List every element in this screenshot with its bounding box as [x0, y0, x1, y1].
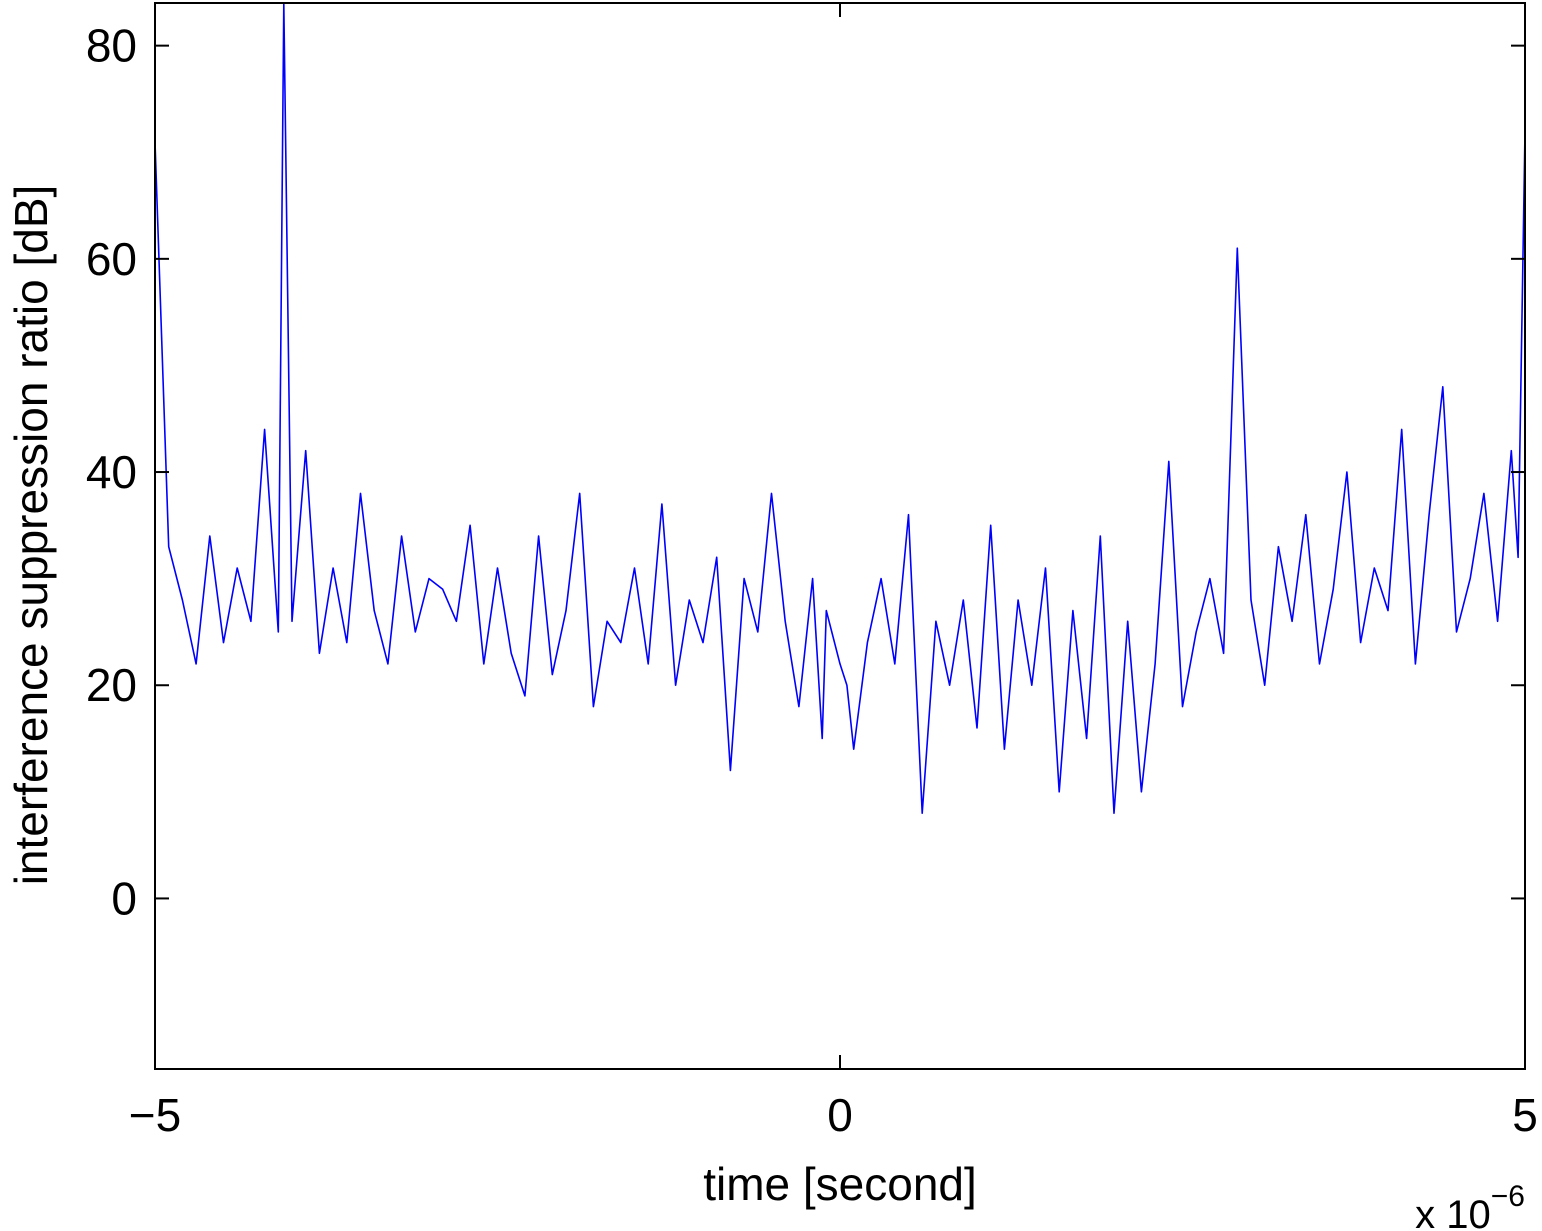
y-tick-label: 0: [111, 872, 137, 924]
ticks-layer: −5 0 5 0 20 40 60 80: [86, 3, 1538, 1141]
y-tick-label: 20: [86, 659, 137, 711]
y-tick-label: 40: [86, 446, 137, 498]
x-tick-label: 5: [1512, 1089, 1538, 1141]
y-axis-label: interference suppression ratio [dB]: [5, 185, 57, 886]
x-tick-label: 0: [827, 1089, 853, 1141]
x-axis-label: time [second]: [703, 1158, 977, 1210]
x-axis-multiplier-base: x 10: [1415, 1193, 1491, 1231]
x-tick-label: −5: [129, 1089, 181, 1141]
y-tick-label: 80: [86, 20, 137, 72]
x-axis-multiplier-exponent: −6: [1491, 1180, 1525, 1213]
x-axis-multiplier: x 10−6: [1415, 1180, 1525, 1231]
series-line-0: [155, 3, 1525, 814]
y-tick-label: 60: [86, 233, 137, 285]
series-layer: [155, 3, 1525, 814]
plot-area: [155, 3, 1525, 1069]
